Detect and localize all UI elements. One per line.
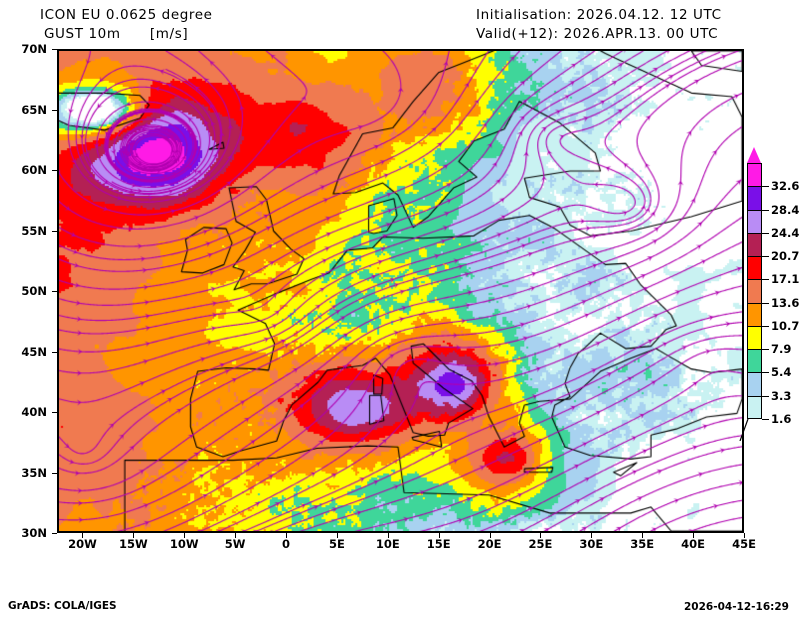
x-axis-label: 35E	[630, 537, 655, 551]
y-axis-tick	[52, 412, 57, 413]
x-axis-label: 0	[281, 537, 291, 551]
colorbar-swatch	[747, 256, 762, 280]
colorbar-level-label: 32.6	[771, 179, 800, 194]
x-axis-label: 45E	[732, 537, 756, 551]
x-axis-tick	[489, 533, 491, 538]
y-axis-tick	[52, 49, 57, 50]
y-axis-tick	[52, 472, 57, 474]
x-axis-tick	[540, 533, 542, 538]
x-axis-tick	[744, 533, 745, 538]
colorbar-tick	[762, 256, 769, 258]
footer-credit: GrADS: COLA/IGES	[8, 600, 117, 612]
x-axis-label: 15E	[426, 537, 451, 551]
colorbar-min-arrow	[739, 419, 749, 441]
y-axis-tick	[52, 109, 57, 111]
colorbar-tick	[762, 395, 769, 397]
colorbar-tick	[762, 302, 769, 304]
x-axis-label: 20W	[68, 537, 97, 551]
colorbar-swatch	[747, 279, 762, 303]
y-axis-tick	[52, 230, 57, 232]
y-axis-tick	[52, 291, 57, 292]
colorbar-tick	[762, 349, 769, 351]
colorbar-swatch	[747, 395, 762, 419]
colorbar-level-label: 13.6	[771, 295, 800, 310]
colorbar-level-label: 5.4	[771, 365, 792, 380]
x-axis-label: 5E	[328, 537, 345, 551]
y-axis-label: 50N	[21, 284, 47, 298]
x-axis-label: 5W	[224, 537, 246, 551]
colorbar-tick	[762, 419, 769, 420]
x-axis-label: 10E	[375, 537, 400, 551]
colorbar-swatch	[747, 325, 762, 350]
x-axis-tick	[82, 533, 84, 538]
y-axis-tick	[52, 351, 57, 353]
y-axis-label: 40N	[21, 405, 47, 419]
colorbar-level-label: 28.4	[771, 202, 800, 217]
colorbar-tick	[762, 372, 769, 374]
colorbar-swatch	[747, 302, 762, 326]
valid-time-label: Valid(+12): 2026.APR.13. 00 UTC	[476, 26, 719, 42]
initialisation-label: Initialisation: 2026.04.12. 12 UTC	[476, 7, 722, 23]
x-axis-tick	[642, 533, 644, 538]
colorbar-swatch	[747, 232, 762, 257]
x-axis-label: 20E	[477, 537, 502, 551]
colorbar-level-label: 17.1	[771, 272, 800, 287]
footer-timestamp: 2026-04-12-16:29	[684, 601, 789, 613]
map-plot-area[interactable]	[57, 49, 744, 533]
x-axis-tick	[387, 533, 389, 538]
colorbar-tick	[762, 325, 769, 327]
y-axis-tick	[52, 533, 57, 534]
x-axis-tick	[693, 533, 695, 538]
colorbar-level-label: 24.4	[771, 225, 800, 240]
colorbar-tick	[762, 186, 769, 188]
colorbar-level-label: 7.9	[771, 342, 792, 357]
x-axis-label: 30E	[579, 537, 604, 551]
colorbar-swatch	[747, 372, 762, 396]
x-axis-tick	[438, 533, 440, 538]
x-axis-tick	[591, 533, 593, 538]
model-title: ICON EU 0.0625 degree	[40, 7, 213, 23]
y-axis-label: 70N	[21, 42, 47, 56]
colorbar-level-label: 1.6	[771, 412, 792, 426]
colorbar-level-label: 10.7	[771, 318, 800, 333]
x-axis-tick	[286, 533, 287, 538]
x-axis-label: 25E	[528, 537, 553, 551]
colorbar-max-arrow	[747, 147, 761, 163]
y-axis-tick	[52, 170, 57, 171]
y-axis-label: 45N	[21, 344, 47, 359]
variable-title: GUST 10m [m/s]	[44, 26, 189, 42]
y-axis-label: 60N	[21, 163, 47, 177]
y-axis-label: 55N	[21, 223, 47, 238]
x-axis-tick	[235, 533, 237, 538]
colorbar-level-label: 3.3	[771, 388, 792, 403]
colorbar-tick	[762, 209, 769, 211]
x-axis-tick	[133, 533, 135, 538]
colorbar-tick	[762, 232, 769, 234]
y-axis-label: 30N	[21, 526, 47, 540]
colorbar-swatch	[747, 349, 762, 373]
colorbar-swatch	[747, 209, 762, 233]
x-axis-label: 40E	[681, 537, 706, 551]
colorbar-level-label: 20.7	[771, 249, 800, 264]
colorbar[interactable]	[747, 163, 762, 419]
colorbar-swatch	[747, 163, 762, 187]
x-axis-tick	[336, 533, 338, 538]
x-axis-tick	[184, 533, 186, 538]
y-axis-label: 35N	[21, 465, 47, 480]
x-axis-label: 10W	[169, 537, 199, 551]
y-axis-label: 65N	[21, 102, 47, 117]
x-axis-label: 15W	[118, 537, 148, 551]
gust-field-canvas	[59, 51, 742, 531]
colorbar-swatch	[747, 186, 762, 210]
colorbar-tick	[762, 279, 769, 281]
